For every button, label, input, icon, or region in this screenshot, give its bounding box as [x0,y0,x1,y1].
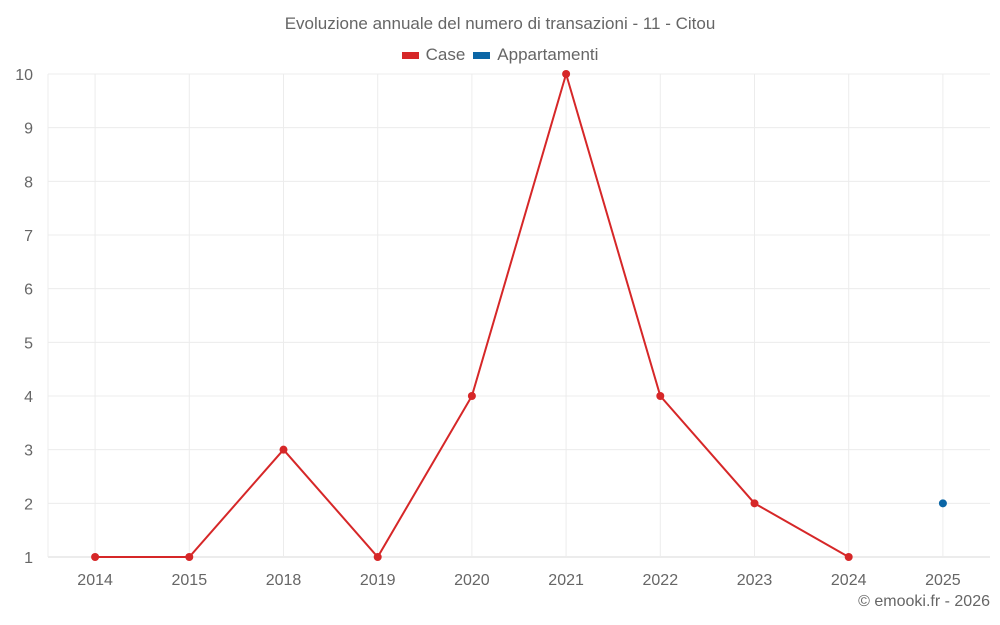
x-tick-label: 2021 [548,572,584,589]
y-tick-label: 10 [15,67,33,84]
chart-legend: Case Appartamenti [0,45,1000,65]
x-tick-label: 2018 [266,572,302,589]
x-tick-label: 2020 [454,572,490,589]
x-tick-label: 2025 [925,572,961,589]
copyright-credit: © emooki.fr - 2026 [858,593,990,610]
data-point-case[interactable] [844,553,853,561]
legend-swatch-appartamenti [473,51,491,59]
legend-label-appartamenti: Appartamenti [497,45,599,64]
data-point-appartamenti[interactable] [938,499,947,508]
legend-item-case[interactable]: Case [401,45,466,65]
data-point-case[interactable] [750,499,759,508]
x-tick-label: 2015 [172,572,208,589]
y-tick-label: 8 [24,174,33,191]
y-tick-label: 6 [24,282,33,299]
x-tick-label: 2022 [643,572,679,589]
y-tick-label: 1 [24,550,33,567]
data-point-case[interactable] [562,70,571,78]
data-point-case[interactable] [373,553,382,561]
data-point-case[interactable] [185,553,194,561]
y-tick-label: 9 [24,121,33,138]
data-point-case[interactable] [656,392,665,400]
y-tick-label: 5 [24,335,33,352]
y-tick-label: 3 [24,443,33,460]
y-tick-label: 7 [24,228,33,245]
y-tick-label: 2 [24,496,33,513]
chart-title: Evoluzione annuale del numero di transaz… [284,14,716,33]
data-point-case[interactable] [279,445,288,454]
legend-label-case: Case [425,45,466,64]
x-tick-label: 2023 [737,572,773,589]
x-tick-label: 2019 [360,572,396,589]
y-tick-label: 4 [24,389,33,406]
legend-swatch-case [401,51,419,59]
data-point-case[interactable] [91,553,100,561]
legend-item-appartamenti[interactable]: Appartamenti [473,45,598,65]
x-tick-label: 2014 [77,572,113,589]
x-tick-label: 2024 [831,572,867,589]
data-point-case[interactable] [467,392,476,400]
